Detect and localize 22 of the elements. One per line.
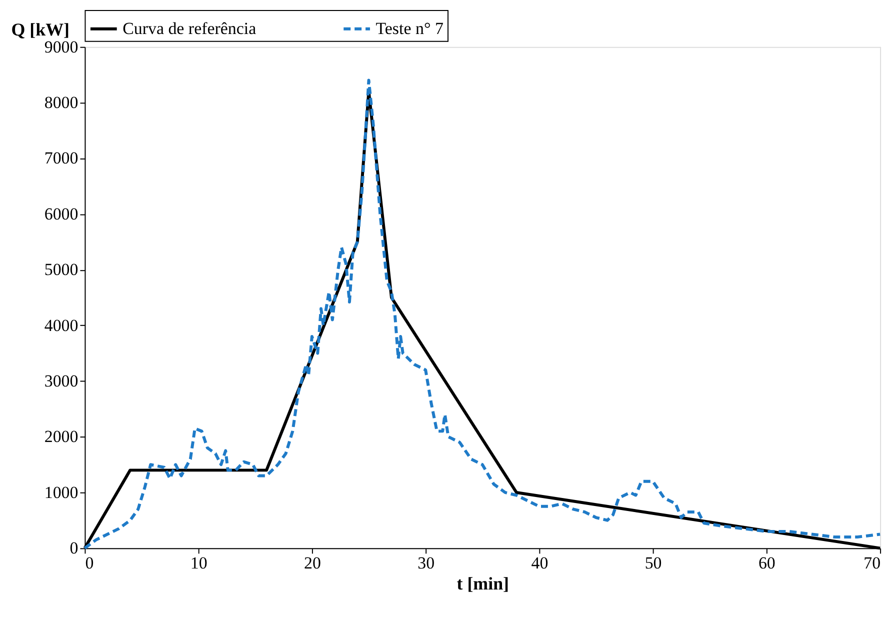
y-tick-label: 4000 (44, 316, 78, 335)
y-tick-label: 5000 (44, 260, 78, 280)
legend-label: Teste n° 7 (376, 18, 444, 38)
x-tick-label: 10 (190, 554, 208, 573)
x-axis-title: t [min] (456, 574, 510, 594)
y-tick-label: 0 (70, 538, 78, 558)
x-tick-label: 20 (304, 554, 321, 573)
x-tick-label: 0 (85, 554, 94, 573)
y-tick-label: 3000 (44, 372, 78, 391)
x-tick-label: 40 (531, 554, 548, 573)
legend-label: Curva de referência (122, 18, 257, 38)
x-tick-label: 30 (418, 554, 435, 573)
x-tick-label: 50 (644, 554, 662, 573)
y-tick-label: 7000 (44, 148, 78, 168)
x-tick-label: 70 (864, 554, 881, 573)
y-tick-label: 8000 (44, 93, 78, 112)
y-tick-label: 6000 (44, 204, 78, 224)
y-tick-label: 1000 (44, 482, 78, 502)
y-tick-label: 2000 (44, 427, 78, 446)
y-tick-label: 9000 (44, 37, 78, 56)
x-tick-label: 60 (758, 554, 776, 573)
y-axis-title: Q [kW] (11, 19, 70, 40)
